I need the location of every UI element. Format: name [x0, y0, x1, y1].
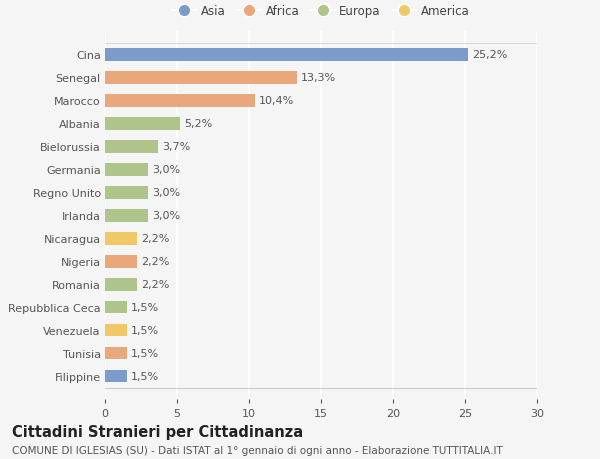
Bar: [105, 140, 158, 153]
Bar: [105, 186, 148, 199]
Text: 3,0%: 3,0%: [152, 165, 181, 175]
Text: 13,3%: 13,3%: [301, 73, 336, 83]
Text: 1,5%: 1,5%: [131, 371, 159, 381]
Bar: [105, 255, 137, 268]
Bar: [105, 347, 127, 360]
Text: 2,2%: 2,2%: [141, 280, 169, 290]
Text: 2,2%: 2,2%: [141, 234, 169, 244]
Bar: [105, 118, 180, 130]
Text: 3,0%: 3,0%: [152, 188, 181, 198]
Bar: [105, 72, 296, 84]
Text: 10,4%: 10,4%: [259, 96, 295, 106]
Text: COMUNE DI IGLESIAS (SU) - Dati ISTAT al 1° gennaio di ogni anno - Elaborazione T: COMUNE DI IGLESIAS (SU) - Dati ISTAT al …: [12, 445, 503, 455]
Text: 2,2%: 2,2%: [141, 257, 169, 267]
Bar: [105, 301, 127, 314]
Text: 25,2%: 25,2%: [472, 50, 508, 60]
Text: 3,7%: 3,7%: [163, 142, 191, 152]
Bar: [105, 278, 137, 291]
Bar: [105, 49, 468, 62]
Bar: [105, 232, 137, 245]
Text: 5,2%: 5,2%: [184, 119, 212, 129]
Text: 1,5%: 1,5%: [131, 325, 159, 336]
Text: 1,5%: 1,5%: [131, 302, 159, 313]
Bar: [105, 209, 148, 222]
Text: 1,5%: 1,5%: [131, 348, 159, 358]
Text: 3,0%: 3,0%: [152, 211, 181, 221]
Bar: [105, 324, 127, 337]
Text: Cittadini Stranieri per Cittadinanza: Cittadini Stranieri per Cittadinanza: [12, 425, 303, 440]
Bar: [105, 370, 127, 383]
Bar: [105, 95, 255, 107]
Legend: Asia, Africa, Europa, America: Asia, Africa, Europa, America: [167, 0, 475, 22]
Bar: [105, 163, 148, 176]
